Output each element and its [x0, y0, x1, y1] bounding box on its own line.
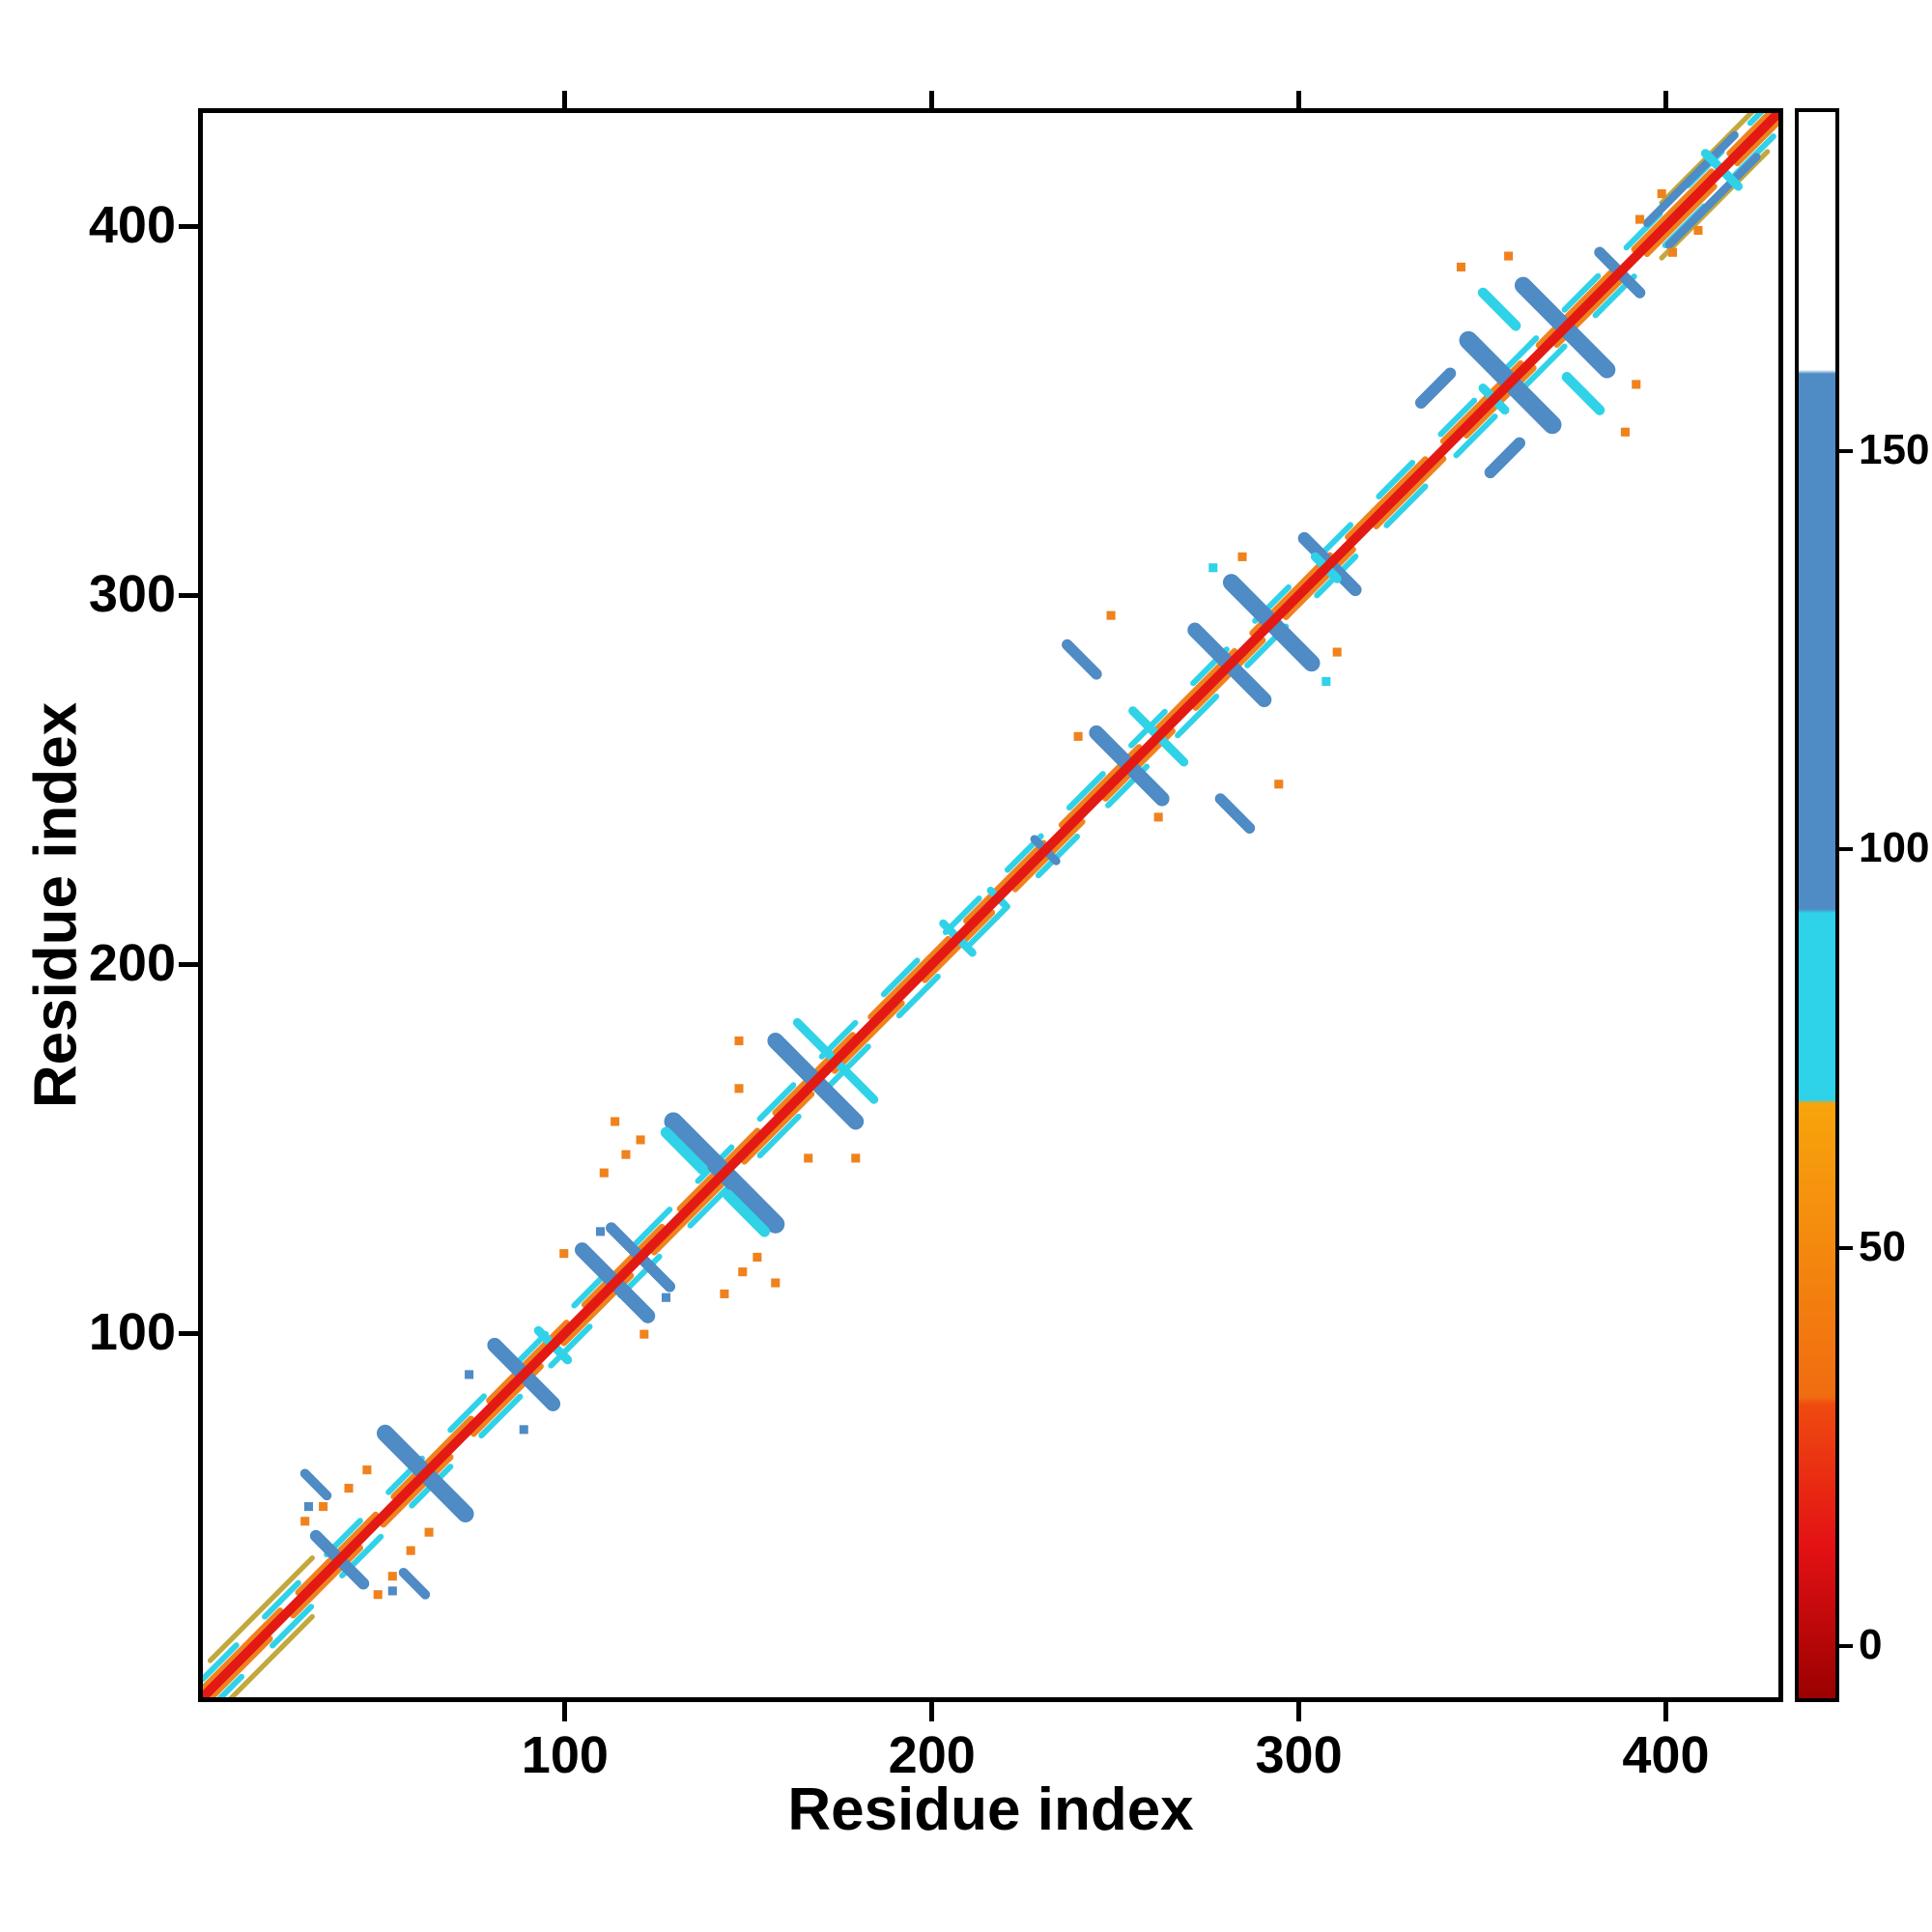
contact-dot	[362, 1465, 372, 1475]
contact-feature	[837, 1062, 879, 1104]
contact-feature	[216, 128, 1778, 1697]
contact-dot	[851, 1153, 861, 1163]
y-tick-label: 400	[88, 196, 176, 255]
contact-feature	[398, 1567, 431, 1600]
x-tick-mark	[562, 1702, 568, 1721]
contact-dot	[1073, 731, 1083, 741]
y-tick-mark	[179, 961, 198, 967]
contact-dot	[639, 1329, 649, 1339]
colorbar-tick-mark	[1837, 1644, 1853, 1649]
contact-dot	[465, 1370, 474, 1379]
contact-dot	[344, 1484, 354, 1493]
contact-dot	[636, 1135, 645, 1145]
contact-dot	[1693, 225, 1703, 236]
contact-dot	[804, 1153, 813, 1163]
contact-dot	[734, 1084, 744, 1094]
contact-dot	[1274, 780, 1284, 789]
contact-feature	[299, 1468, 332, 1501]
y-axis-label: Residue index	[22, 701, 90, 1109]
x-tick-label: 400	[1622, 1726, 1710, 1784]
contact-dot	[303, 1502, 314, 1512]
contact-dot	[300, 1517, 310, 1526]
x-tick-mark	[929, 1702, 935, 1721]
contact-feature	[1642, 130, 1739, 228]
x-top-tick-mark	[1296, 91, 1302, 108]
contact-feature	[203, 113, 1778, 1697]
x-tick-label: 200	[888, 1726, 976, 1784]
contact-dot	[424, 1527, 434, 1537]
x-tick-mark	[1662, 1702, 1668, 1721]
y-tick-mark	[179, 1330, 198, 1336]
x-tick-label: 300	[1255, 1726, 1343, 1784]
contact-map-heatmap	[203, 113, 1778, 1697]
colorbar-tick-label: 0	[1859, 1621, 1883, 1669]
contact-feature	[660, 1126, 708, 1176]
contact-dot	[1667, 247, 1678, 257]
contact-dot	[1153, 812, 1163, 822]
contact-dot	[1208, 563, 1218, 573]
contact-dot	[611, 1117, 620, 1126]
colorbar-tick-mark	[1837, 847, 1853, 852]
contact-dot	[1332, 647, 1342, 657]
contact-feature	[203, 113, 1775, 1692]
contact-dot	[621, 1150, 631, 1159]
contact-feature	[792, 1017, 835, 1061]
contact-dot	[1504, 251, 1514, 261]
colorbar	[1795, 108, 1839, 1702]
contact-dot	[1632, 380, 1641, 389]
contact-dot	[599, 1168, 609, 1178]
x-tick-mark	[1296, 1702, 1302, 1721]
plot-area	[198, 108, 1783, 1702]
x-tick-label: 100	[521, 1726, 609, 1784]
contact-feature	[203, 113, 1765, 1683]
contact-dot	[319, 1502, 328, 1512]
x-top-tick-mark	[562, 91, 568, 108]
colorbar-tick-label: 100	[1859, 824, 1930, 872]
contact-dot	[1635, 214, 1645, 224]
contact-feature	[723, 1189, 771, 1237]
contact-feature	[207, 1555, 315, 1663]
contact-dot	[720, 1289, 729, 1298]
colorbar-tick-mark	[1837, 448, 1853, 453]
contact-dot	[595, 1227, 606, 1236]
colorbar-tick-label: 50	[1859, 1222, 1906, 1270]
contact-dot	[387, 1572, 397, 1581]
contact-feature	[1477, 287, 1521, 331]
colorbar-tick-mark	[1837, 1245, 1853, 1250]
colorbar-tick-label: 150	[1859, 425, 1930, 473]
y-tick-mark	[179, 592, 198, 598]
contact-dot	[519, 1425, 528, 1435]
contact-feature	[1561, 372, 1605, 415]
contact-dot	[734, 1036, 744, 1046]
contact-dot	[1237, 552, 1247, 561]
contact-feature	[1214, 793, 1256, 834]
x-top-tick-mark	[929, 91, 935, 108]
contact-dot	[1657, 188, 1666, 199]
contact-dot	[753, 1252, 762, 1262]
contact-dot	[1106, 611, 1116, 620]
contact-feature	[1414, 367, 1457, 409]
contact-dot	[373, 1590, 383, 1600]
x-axis-label: Residue index	[787, 1776, 1194, 1843]
contact-dot	[661, 1293, 671, 1302]
y-tick-label: 300	[88, 565, 176, 624]
contact-feature	[1484, 437, 1525, 479]
x-top-tick-mark	[1662, 91, 1668, 108]
contact-dot	[559, 1249, 569, 1259]
y-tick-label: 100	[88, 1303, 176, 1362]
contact-dot	[1321, 676, 1331, 686]
contact-feature	[1062, 639, 1102, 680]
contact-dot	[738, 1267, 748, 1277]
contact-dot	[406, 1546, 415, 1555]
contact-dot	[1457, 262, 1466, 271]
y-tick-label: 200	[88, 934, 176, 993]
contact-dot	[387, 1586, 397, 1596]
y-tick-mark	[179, 223, 198, 229]
contact-feature	[939, 919, 970, 950]
contact-feature	[1664, 153, 1761, 249]
contact-dot	[1620, 427, 1630, 437]
contact-feature	[228, 1613, 315, 1697]
contact-dot	[771, 1278, 781, 1288]
